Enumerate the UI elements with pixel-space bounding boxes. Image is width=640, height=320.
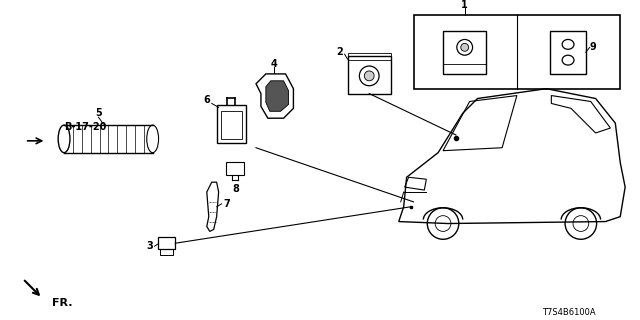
Bar: [157, 237, 175, 249]
Bar: [217, 105, 246, 143]
Circle shape: [461, 44, 468, 51]
Text: 6: 6: [204, 95, 210, 106]
Text: FR.: FR.: [52, 298, 73, 308]
Text: 8: 8: [232, 184, 239, 194]
Polygon shape: [266, 81, 289, 111]
Bar: [227, 162, 244, 175]
Text: T7S4B6100A: T7S4B6100A: [542, 308, 596, 316]
Text: 9: 9: [589, 42, 596, 52]
Bar: [348, 56, 391, 93]
Bar: [159, 249, 173, 255]
Text: 2: 2: [336, 47, 343, 57]
Bar: [443, 31, 486, 74]
Text: 4: 4: [270, 59, 277, 69]
Text: B-17-20: B-17-20: [64, 122, 106, 132]
Bar: [550, 31, 586, 74]
Bar: [443, 64, 486, 74]
Text: 5: 5: [95, 108, 102, 118]
Text: 3: 3: [147, 241, 153, 251]
Bar: [221, 111, 242, 139]
Circle shape: [364, 71, 374, 81]
Bar: [348, 53, 391, 60]
Text: 1: 1: [461, 0, 468, 10]
Text: 7: 7: [223, 199, 230, 209]
Bar: [413, 15, 620, 89]
